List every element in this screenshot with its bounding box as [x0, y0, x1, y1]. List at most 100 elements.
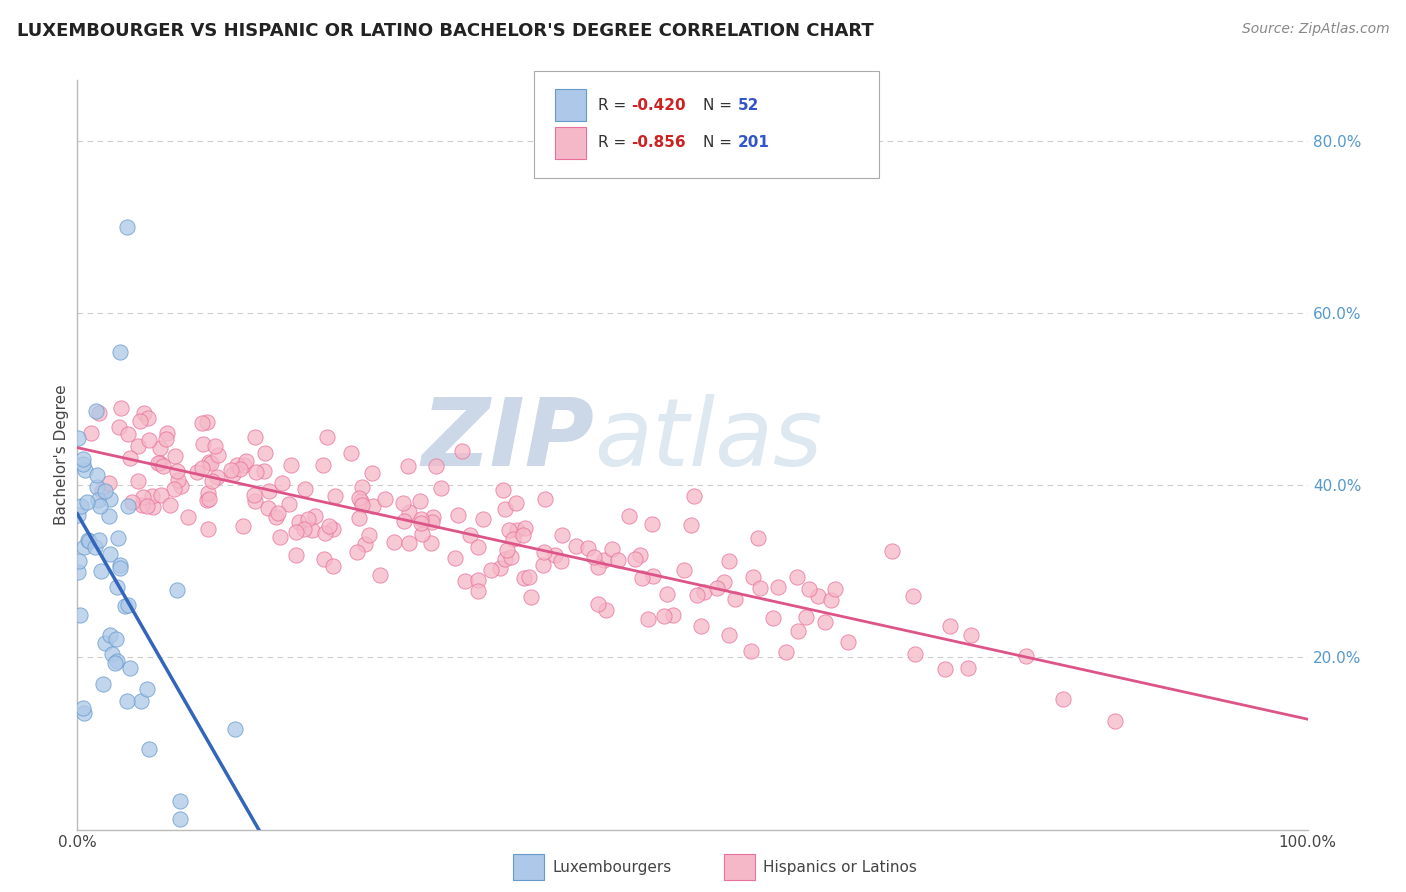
Point — [471, 512, 494, 526]
Point — [350, 498, 373, 512]
Point — [408, 494, 430, 508]
Point — [506, 523, 529, 537]
Point — [901, 590, 924, 604]
Point — [177, 510, 200, 524]
Point — [118, 450, 141, 465]
Point — [451, 444, 474, 458]
Point — [150, 488, 173, 502]
Point — [73, 462, 96, 476]
Point — [740, 643, 762, 657]
Point — [224, 722, 246, 736]
Point — [489, 560, 512, 574]
Point — [170, 479, 193, 493]
Point — [264, 510, 287, 524]
Point — [98, 492, 121, 507]
Point — [98, 547, 121, 561]
Point — [766, 580, 789, 594]
Point — [191, 436, 214, 450]
Point — [76, 495, 98, 509]
Point — [110, 344, 132, 359]
Point — [69, 607, 91, 622]
Point — [118, 660, 141, 674]
Point — [72, 457, 94, 471]
Point — [207, 448, 229, 462]
Point — [226, 458, 249, 472]
Point — [624, 551, 647, 566]
Point — [724, 591, 747, 606]
Point — [114, 599, 136, 613]
Point — [374, 492, 396, 507]
Point — [533, 545, 555, 559]
Point — [747, 531, 769, 545]
Point — [512, 571, 534, 585]
Point — [277, 497, 299, 511]
Point — [576, 541, 599, 555]
Point — [77, 533, 100, 547]
Point — [66, 508, 89, 522]
Point — [284, 525, 307, 540]
Point — [544, 548, 567, 562]
Point — [200, 474, 222, 488]
Point — [67, 554, 90, 568]
Point — [105, 632, 128, 646]
Point — [420, 515, 443, 529]
Point — [582, 550, 605, 565]
Point — [824, 582, 846, 596]
Point — [197, 522, 219, 536]
Point — [323, 489, 346, 503]
Point — [411, 516, 433, 530]
Point — [797, 582, 820, 596]
Point — [593, 553, 616, 567]
Point — [643, 569, 665, 583]
Point — [672, 563, 695, 577]
Point — [411, 527, 433, 541]
Point — [686, 589, 709, 603]
Point — [117, 598, 139, 612]
Point — [340, 445, 363, 459]
Point — [129, 694, 152, 708]
Point — [297, 512, 319, 526]
Point — [960, 628, 983, 642]
Point — [682, 490, 704, 504]
Point — [742, 570, 765, 584]
Point — [934, 662, 956, 676]
Point — [357, 527, 380, 541]
Point — [200, 456, 222, 470]
Y-axis label: Bachelor's Degree: Bachelor's Degree — [53, 384, 69, 525]
Point — [135, 682, 157, 697]
Point — [115, 694, 138, 708]
Text: Hispanics or Latinos: Hispanics or Latinos — [763, 860, 917, 874]
Point — [595, 602, 617, 616]
Point — [72, 701, 94, 715]
Point — [662, 607, 685, 622]
Point — [690, 619, 713, 633]
Point — [121, 495, 143, 509]
Point — [253, 446, 276, 460]
Point — [108, 561, 131, 575]
Point — [97, 509, 120, 524]
Point — [350, 480, 373, 494]
Point — [422, 510, 444, 524]
Point — [519, 591, 541, 605]
Point — [315, 430, 337, 444]
Point — [637, 612, 659, 626]
Point — [84, 404, 107, 418]
Point — [512, 528, 534, 542]
Point — [269, 530, 291, 544]
Point — [322, 522, 344, 536]
Point — [84, 540, 107, 554]
Point — [447, 508, 470, 523]
Point — [166, 582, 188, 597]
Point — [115, 219, 138, 234]
Point — [243, 430, 266, 444]
Point — [398, 536, 420, 550]
Point — [294, 482, 316, 496]
Point — [127, 475, 149, 489]
Point — [142, 500, 165, 514]
Point — [186, 465, 208, 479]
Point — [198, 455, 221, 469]
Point — [105, 580, 128, 594]
Point — [628, 549, 651, 563]
Point — [148, 456, 170, 470]
Point — [467, 540, 489, 554]
